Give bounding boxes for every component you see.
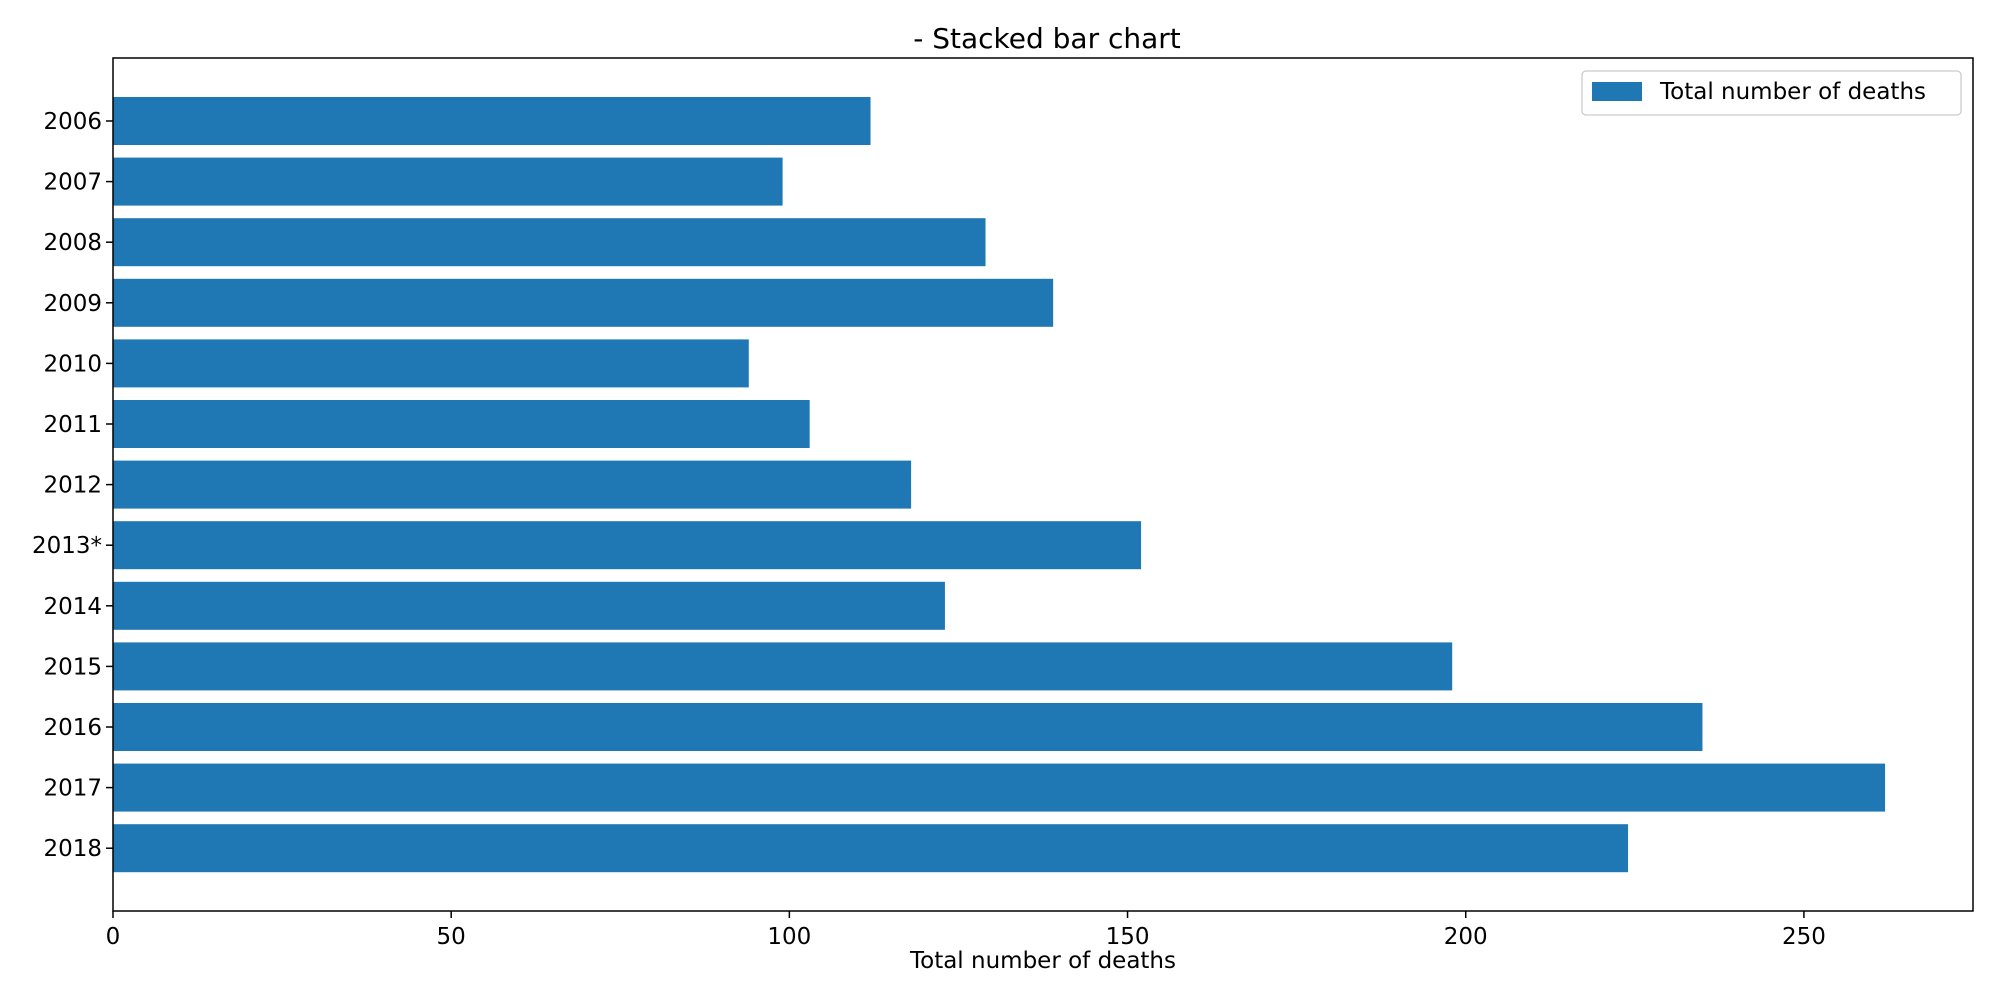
- bar-2009: [113, 278, 1054, 327]
- y-tick-label-2008: 2008: [43, 230, 102, 256]
- bar-2018: [113, 824, 1629, 873]
- y-tick-label-2018: 2018: [43, 836, 102, 862]
- bars: [113, 97, 1886, 873]
- bar-2016: [113, 703, 1703, 751]
- bar-2006: [113, 97, 871, 145]
- bar-2015: [113, 642, 1453, 691]
- x-tick-label-0: 0: [106, 924, 121, 950]
- bar-2011: [113, 400, 810, 448]
- x-tick-label-100: 100: [767, 924, 811, 950]
- chart-title: - Stacked bar chart: [913, 22, 1181, 55]
- x-axis-ticks: 0 50 100 150 200 250: [106, 911, 1826, 950]
- y-tick-label-2009: 2009: [43, 291, 102, 317]
- x-tick-label-50: 50: [437, 924, 466, 950]
- bar-2007: [113, 157, 783, 206]
- plot-frame: [112, 57, 1974, 912]
- y-tick-label-2016: 2016: [43, 715, 102, 741]
- legend-box: [1581, 70, 1962, 116]
- y-tick-label-2011: 2011: [43, 412, 102, 438]
- y-tick-label-2013*: 2013*: [32, 533, 102, 559]
- x-tick-label-200: 200: [1444, 924, 1488, 950]
- y-axis-ticks: 2006 2007 2008 2009 2010 2011 2012 2013* 2014 201…: [32, 109, 113, 862]
- x-axis-label: Total number of deaths: [909, 948, 1176, 974]
- legend-label: Total number of deaths: [1659, 79, 1926, 105]
- y-tick-label-2010: 2010: [43, 351, 102, 377]
- bar-2012: [113, 460, 912, 509]
- y-tick-label-2015: 2015: [43, 654, 102, 680]
- bar-2008: [113, 218, 986, 267]
- y-tick-label-2017: 2017: [43, 776, 102, 802]
- y-tick-label-2007: 2007: [43, 170, 102, 196]
- x-tick-label-250: 250: [1782, 924, 1826, 950]
- legend: Total number of deaths: [1581, 70, 1962, 116]
- y-tick-label-2014: 2014: [43, 594, 102, 620]
- bar-2014: [113, 581, 945, 630]
- bar-2017: [113, 763, 1886, 812]
- bar-2013*: [113, 521, 1142, 570]
- y-tick-label-2006: 2006: [43, 109, 102, 135]
- bar-2010: [113, 339, 749, 388]
- y-tick-label-2012: 2012: [43, 473, 102, 499]
- x-tick-label-150: 150: [1106, 924, 1150, 950]
- legend-swatch: [1592, 82, 1642, 101]
